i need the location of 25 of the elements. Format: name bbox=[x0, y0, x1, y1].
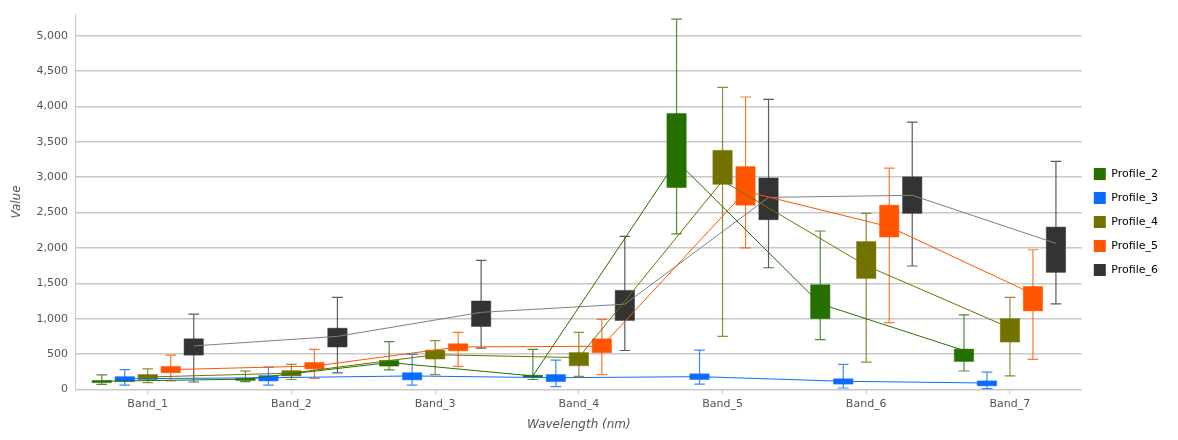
x-tick-label: Band_1 bbox=[127, 396, 169, 410]
y-tick-label: 3,500 bbox=[36, 134, 68, 148]
x-tick-label: Band_5 bbox=[702, 396, 743, 410]
y-tick-label: 4,500 bbox=[36, 64, 68, 78]
y-tick-label: 500 bbox=[46, 346, 68, 360]
x-tick-label: Band_3 bbox=[414, 396, 456, 410]
y-tick-label: 1,000 bbox=[36, 311, 68, 325]
y-tick-label: 5,000 bbox=[36, 28, 68, 42]
legend-label: Profile_6 bbox=[1111, 262, 1158, 276]
x-tick-label: Band_6 bbox=[845, 396, 887, 410]
legend-label: Profile_2 bbox=[1111, 166, 1158, 180]
x-tick-label: Band_7 bbox=[989, 396, 1031, 410]
y-tick-label: 3,000 bbox=[36, 170, 68, 184]
x-axis-title: Wavelength (nm) bbox=[526, 416, 631, 431]
y-tick-label: 2,000 bbox=[36, 240, 68, 254]
y-tick-label: 1,500 bbox=[36, 276, 68, 290]
x-tick-label: Band_2 bbox=[271, 396, 312, 410]
y-tick-label: 2,500 bbox=[36, 205, 68, 219]
y-axis-title: Value bbox=[9, 185, 24, 219]
legend-label: Profile_4 bbox=[1111, 214, 1158, 228]
y-tick-label: 0 bbox=[60, 382, 68, 396]
legend-label: Profile_5 bbox=[1111, 238, 1158, 252]
y-tick-label: 4,000 bbox=[36, 99, 68, 113]
legend-label: Profile_3 bbox=[1111, 190, 1158, 204]
x-tick-label: Band_4 bbox=[558, 396, 600, 410]
